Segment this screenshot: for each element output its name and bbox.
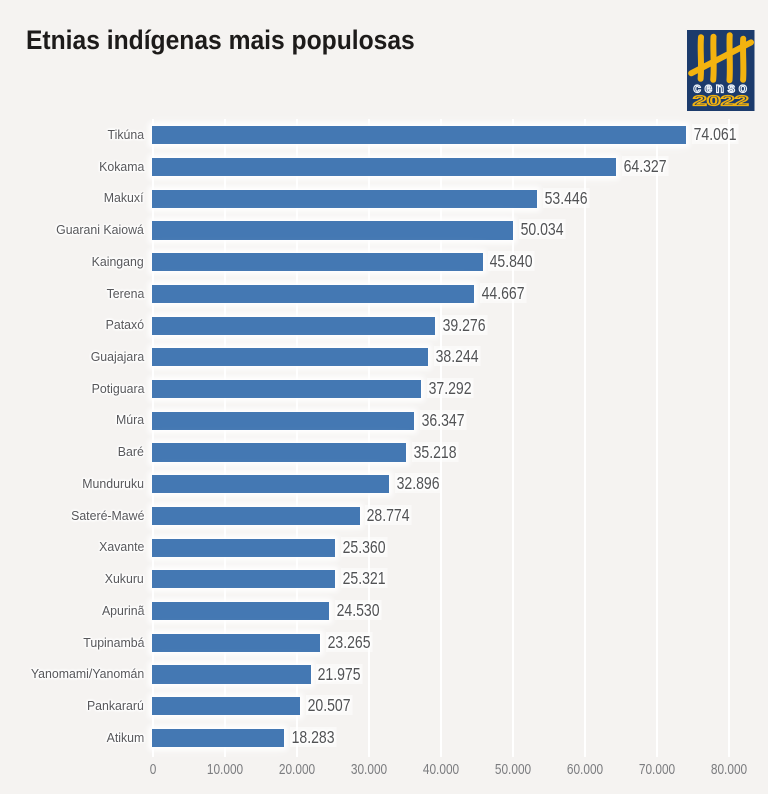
svg-text:2022: 2022 (693, 94, 749, 110)
svg-text:censo: censo (693, 81, 748, 96)
